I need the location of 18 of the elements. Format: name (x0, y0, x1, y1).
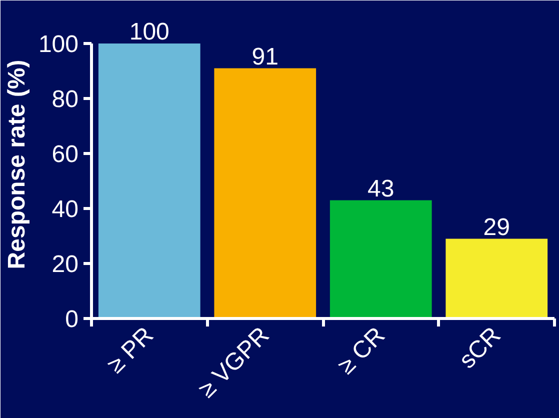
data-label: 43 (368, 175, 394, 202)
bar (98, 44, 200, 318)
bar (446, 238, 548, 318)
data-label: 29 (483, 214, 510, 241)
x-tick-label: ≥ CR (332, 322, 390, 380)
bar (214, 68, 316, 318)
y-tick-label: 0 (65, 306, 79, 333)
y-tick-label: 20 (52, 251, 79, 278)
y-tick-label: 80 (52, 86, 79, 113)
data-label: 91 (252, 43, 278, 70)
data-label: 100 (129, 18, 170, 46)
y-tick-label: 60 (52, 141, 79, 168)
y-tick-label: 100 (38, 31, 79, 58)
x-tick-label: sCR (454, 322, 506, 374)
x-tick-label: ≥ PR (102, 322, 159, 379)
y-tick-label: 40 (52, 196, 79, 223)
bar (330, 200, 432, 318)
y-axis-title: Response rate (%) (3, 60, 30, 270)
